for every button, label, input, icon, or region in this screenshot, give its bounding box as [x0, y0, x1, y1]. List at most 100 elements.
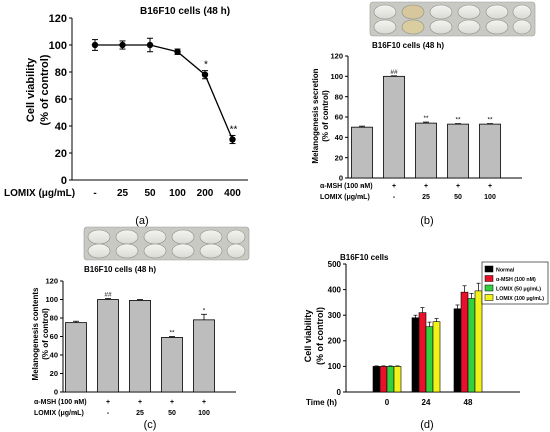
panel-d-bar	[411, 317, 420, 393]
panel-c-title: B16F10 cells (48 h)	[84, 265, 156, 274]
panel-c-ylabel-line2: (% of control)	[41, 308, 50, 360]
panel-d-bar	[379, 366, 388, 393]
panel-d-label: (d)	[420, 419, 433, 431]
panel-a-ytick-label: 40	[55, 121, 67, 133]
panel-a-ylabel-line2: (% of control)	[39, 54, 51, 125]
panel-c-bar	[129, 300, 151, 393]
panel-b-ylabel-line2: (% of control)	[321, 90, 330, 142]
panel-b-bar	[447, 123, 469, 179]
panel-b-row-lomix-label: LOMIX (μg/mL)	[320, 194, 370, 201]
panel-d-legend-swatch	[484, 284, 494, 292]
panel-d-bar	[386, 366, 395, 393]
panel-b-title: B16F10 cells (48 h)	[372, 41, 444, 50]
panel-c-row-msh-label: α-MSH (100 nM)	[34, 399, 87, 406]
panel-b-bar	[351, 126, 373, 179]
panel-d-ytick-label: 200	[328, 337, 342, 346]
panel-b-lomix-value: 25	[422, 194, 430, 201]
panel-d-bar	[372, 366, 381, 393]
panel-c-chart: B16F10 cells (48 h) Melanogenesis conten…	[31, 226, 250, 431]
panel-b-lomix-value: -	[361, 194, 364, 201]
panel-b-bar	[479, 123, 501, 179]
panel-b-significance-label: **	[423, 115, 429, 122]
panel-c-ytick-label: 0	[54, 388, 58, 397]
panel-d-xtick-label: 24	[422, 398, 431, 407]
panel-c-ytick-label: 80	[50, 314, 58, 323]
panel-d-ytick-label: 0	[337, 388, 342, 397]
panel-d-legend-swatch	[484, 294, 494, 301]
panel-a-series-line	[95, 44, 234, 140]
panel-a-significance-label: **	[230, 124, 238, 135]
panel-c-significance-label: ##	[104, 292, 112, 299]
panel-c-bar	[97, 299, 119, 393]
panel-b-msh-value: -	[361, 183, 364, 190]
panel-c-significance-label: **	[169, 330, 175, 337]
panel-c-lomix-value: 100	[198, 410, 210, 417]
panel-c-msh-value: +	[202, 399, 206, 406]
panel-d-xtick-label: 48	[464, 398, 473, 407]
panel-d-bar	[418, 312, 427, 393]
panel-a-data-point	[229, 136, 236, 143]
panel-c-ytick-label: 40	[50, 351, 58, 360]
panel-d-legend-label: LOMIX (100 μg/mL)	[496, 296, 544, 302]
panel-a-xtick-label: 25	[117, 188, 129, 199]
panel-a-data-point	[91, 41, 99, 49]
panel-c-lomix-value: 50	[168, 410, 176, 417]
panel-d-ylabel-line1: Cell viability	[303, 310, 313, 363]
panel-a-label: (a)	[135, 215, 148, 227]
panel-b-bar	[383, 75, 405, 179]
panel-b-msh-value: +	[424, 183, 428, 190]
panel-c-msh-value: +	[170, 399, 174, 406]
panel-d-legend-swatch	[484, 275, 494, 282]
panel-b-chart: B16F10 cells (48 h) Melanogenesis secret…	[311, 1, 536, 227]
panel-a-xlabel: LOMIX (μg/mL)	[4, 188, 75, 199]
plate-photo-b	[369, 1, 536, 37]
panel-c-ytick-label: 120	[45, 277, 58, 286]
panel-b-bar	[415, 122, 437, 179]
panel-a-ytick-label: 100	[49, 40, 67, 52]
panel-c-lomix-value: 25	[136, 410, 144, 417]
panel-d-bar	[393, 366, 402, 393]
panel-c-ytick-label: 100	[45, 295, 58, 304]
panel-c-msh-value: +	[106, 399, 110, 406]
panel-b-msh-value: +	[392, 183, 396, 190]
panel-d-chart: B16F10 cells Cell viability (% of contro…	[303, 253, 549, 431]
panel-d-bar	[467, 298, 476, 393]
panel-b-msh-value: +	[456, 183, 460, 190]
panel-d-bar	[453, 308, 462, 393]
panel-d-legend-swatch	[484, 265, 494, 273]
panel-b-ytick-label: 40	[335, 133, 343, 142]
panel-c-bar	[65, 322, 87, 393]
panel-a-xtick-label: 50	[144, 188, 156, 199]
panel-b-ytick-label: 100	[330, 72, 343, 81]
panel-c-label: (c)	[144, 419, 157, 431]
panel-a-xtick-label: 100	[169, 188, 186, 199]
panel-a-ylabel-line1: Cell viability	[25, 57, 37, 122]
panel-c-msh-value: +	[138, 399, 142, 406]
panel-d-bar	[425, 326, 434, 393]
panel-a-chart: B16F10 cells (48 h) Cell viability (% of…	[4, 6, 248, 227]
panel-a-title: B16F10 cells (48 h)	[140, 6, 230, 17]
plate-photo-c	[83, 226, 250, 261]
panel-d-xlabel: Time (h)	[306, 398, 337, 407]
panel-d-bar	[432, 321, 441, 393]
panel-a-ytick-label: 60	[55, 94, 67, 106]
panel-d-bar	[474, 290, 483, 393]
panel-b-lomix-value: -	[393, 194, 396, 201]
panel-b-row-msh-label: α-MSH (100 nM)	[320, 183, 373, 190]
panel-b-significance-label: ##	[390, 69, 398, 76]
panel-d-legend-label: α-MSH (100 nM)	[496, 277, 536, 283]
panel-c-bar	[161, 337, 183, 393]
panel-a-ytick-label: 0	[61, 175, 67, 187]
panel-d-ytick-label: 500	[328, 260, 342, 269]
panel-b-ytick-label: 60	[335, 113, 343, 122]
panel-a-ytick-label: 20	[55, 148, 67, 160]
panel-a-data-point	[201, 71, 209, 78]
panel-d-ytick-label: 300	[328, 311, 342, 320]
panel-b-msh-value: +	[488, 183, 492, 190]
panel-b-ytick-label: 20	[335, 153, 343, 162]
panel-c-ytick-label: 60	[50, 332, 58, 341]
panel-d-ytick-label: 400	[328, 285, 342, 294]
panel-b-significance-label: **	[455, 117, 461, 124]
panel-b-lomix-value: 50	[454, 194, 462, 201]
panel-d-ylabel-line2: (% of control)	[315, 307, 325, 365]
